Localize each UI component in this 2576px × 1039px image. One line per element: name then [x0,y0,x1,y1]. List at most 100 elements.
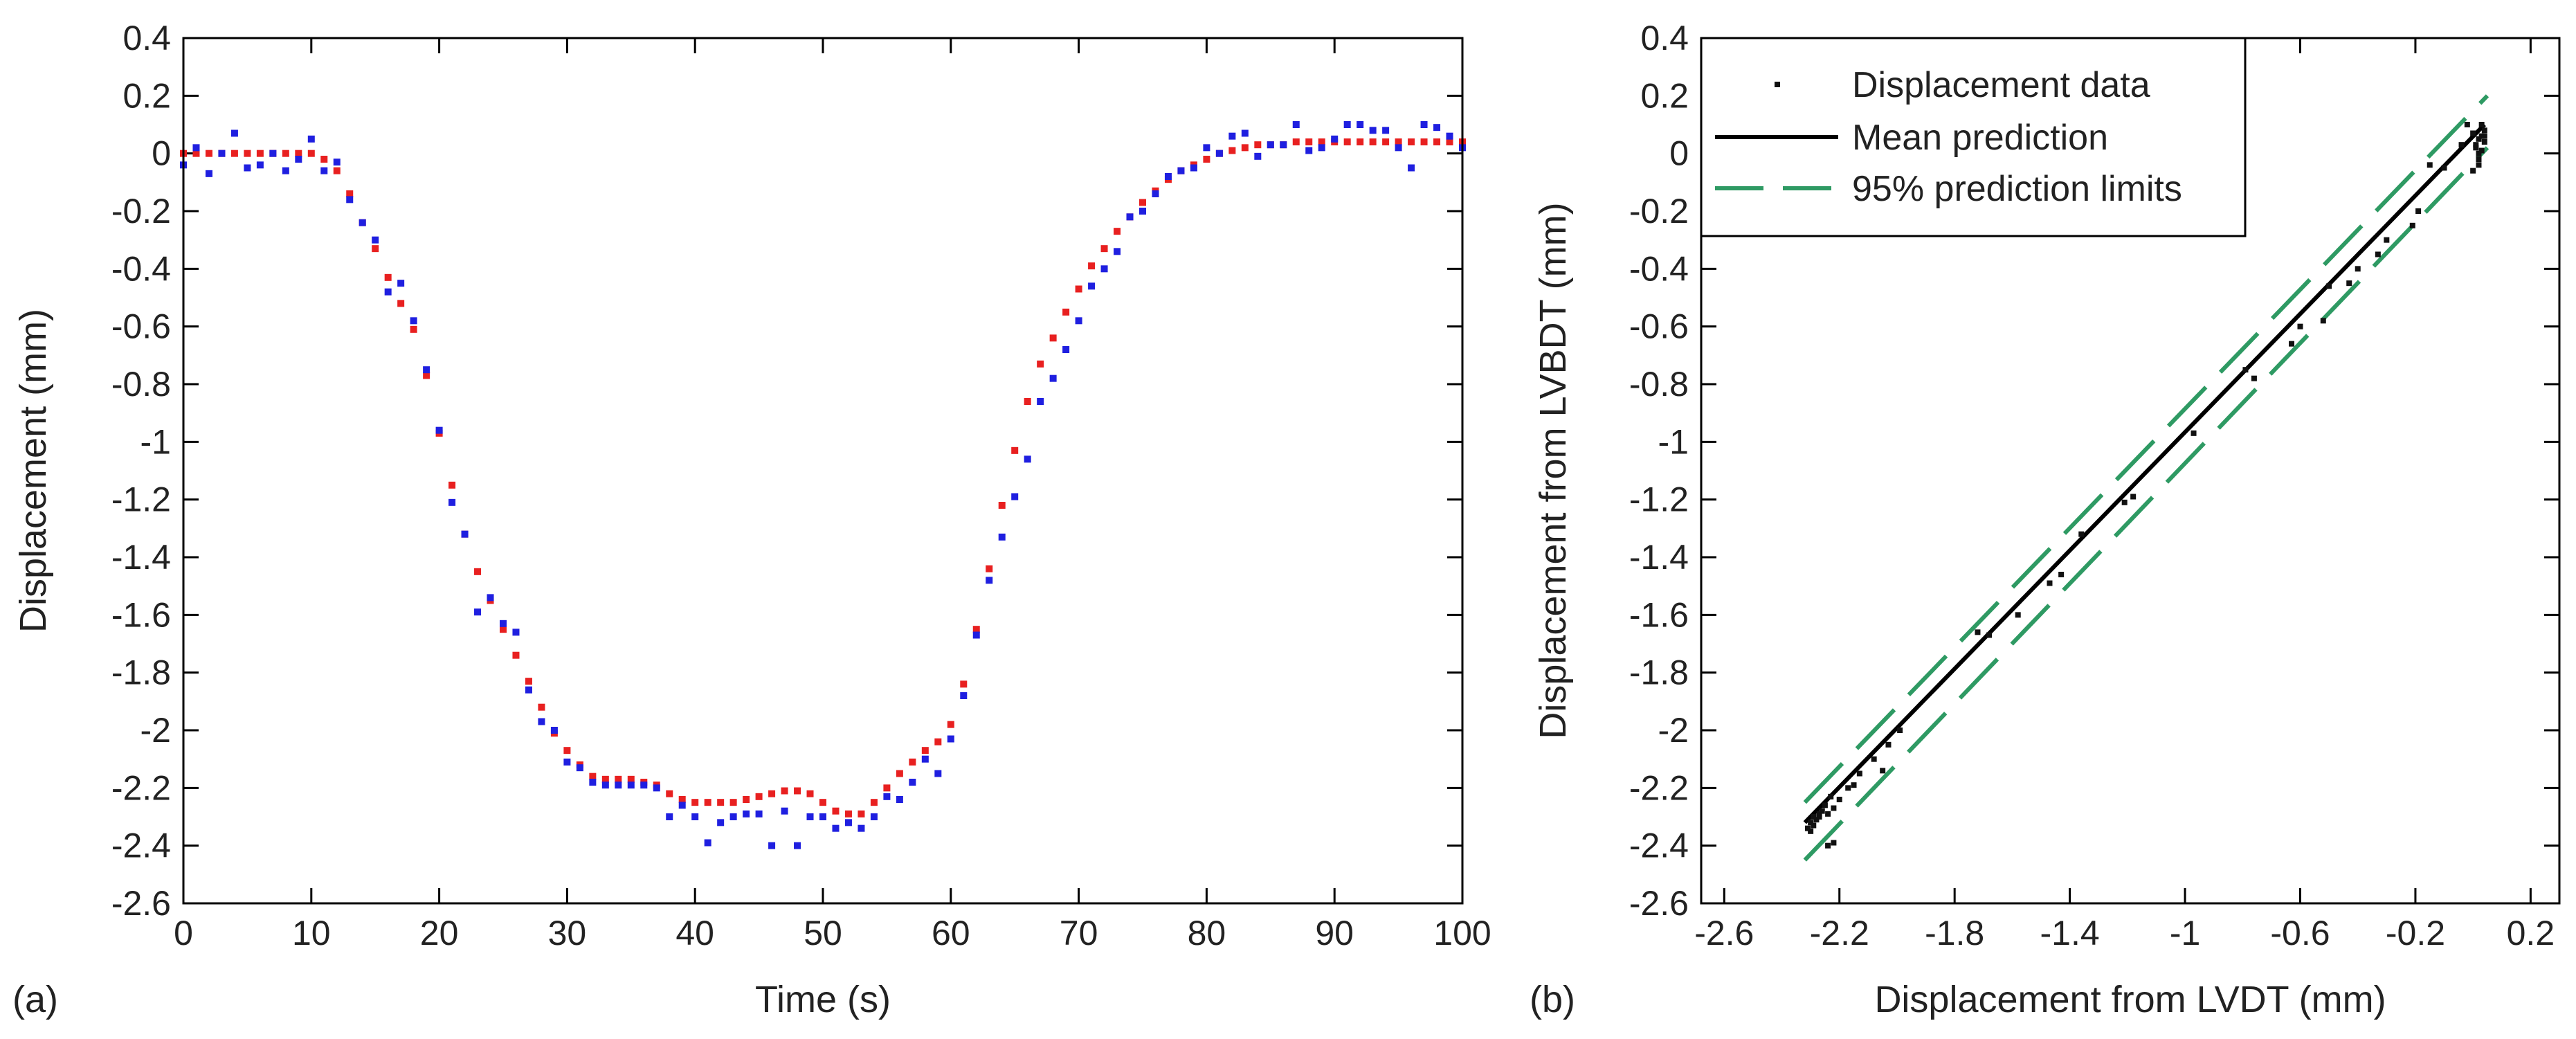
displacement-data-point [2384,237,2390,243]
blue-point [678,802,686,809]
displacement-data-point [1836,797,1842,802]
red-point [525,678,532,685]
displacement-data-point [2015,612,2021,618]
displacement-data-point [2409,222,2415,228]
panel-b-x-tick-label: -2.2 [1810,914,1869,952]
displacement-data-point [2130,494,2137,500]
panel-a-y-tick-label: -1.4 [111,538,171,577]
blue-point [435,426,443,434]
red-point [1369,138,1377,145]
blue-point [1292,121,1300,128]
blue-point [1228,132,1236,140]
displacement-data-point [2476,150,2482,156]
red-point [1382,138,1390,145]
panel-a-x-tick-label: 60 [932,914,970,952]
panel-b-legend: Displacement data Mean prediction 95% pr… [1700,37,2247,237]
displacement-data-point [2470,168,2476,174]
displacement-data-point [2427,162,2433,168]
red-point [1395,138,1402,145]
blue-point [1024,455,1031,463]
panel-b-chart: -2.6 -2.2 -1.8 -1.4 -1 -0.6 -0.2 0.2 0.4 0.2 0 -0.2… [1530,19,2561,1020]
blue-point [512,629,520,636]
blue-point [461,530,469,538]
blue-point [397,280,405,287]
displacement-data-point [1828,793,1834,799]
red-point [589,773,597,780]
blue-point [947,735,954,743]
panel-b-y-tick-label: -1.2 [1629,480,1689,519]
blue-point [372,236,379,244]
red-point [1446,138,1453,145]
panel-a-y-tick-label: 0.4 [123,19,171,57]
blue-point [1318,144,1325,152]
panel-a-y-tick-label: -1.6 [111,595,171,634]
blue-point [1280,141,1287,149]
red-point [397,300,405,307]
displacement-data-point [2464,122,2470,127]
displacement-data-point [2320,318,2326,324]
panel-b-axes: -2.6 -2.2 -1.8 -1.4 -1 -0.6 -0.2 0.2 0.4 0.2 0 -0.2… [1629,19,2559,952]
red-point [1254,141,1262,149]
mean-prediction-line [1803,123,2486,824]
panel-a-y-tick-label: -0.4 [111,249,171,288]
blue-point [1395,144,1402,152]
blue-point [410,317,417,325]
red-point [896,770,903,777]
red-point [934,738,942,746]
red-point [844,810,852,817]
red-point [717,799,725,806]
blue-point [346,196,354,204]
blue-point [1139,208,1146,215]
displacement-data-point [1811,822,1817,829]
blue-point [307,135,315,143]
blue-point [550,727,558,734]
panel-a-x-tick-label: 10 [292,914,331,952]
panel-a-x-tick-label: 90 [1315,914,1354,952]
displacement-data-point [1986,632,1993,638]
panel-b-x-tick-label: -2.6 [1694,914,1754,952]
panel-a-x-tick-label: 30 [548,914,587,952]
red-point [1343,138,1351,145]
red-point [1420,138,1428,145]
red-point [743,796,750,803]
displacement-data-point [1880,768,1886,774]
blue-point [1446,132,1453,140]
blue-point [832,824,840,832]
red-point [1408,138,1415,145]
blue-point [640,781,648,789]
red-point [1318,138,1325,145]
blue-point [192,144,200,152]
panel-a-x-axis-title: Time (s) [755,979,891,1020]
blue-point [1215,150,1223,157]
blue-point [1267,141,1274,149]
blue-point [755,810,763,817]
panel-b-y-tick-label: -0.6 [1629,307,1689,346]
blue-point [768,842,776,849]
displacement-data-point [2441,165,2447,171]
blue-point [1203,144,1210,152]
lower-prediction-limit-line [1803,146,2489,862]
blue-point [704,839,711,847]
blue-point [282,167,289,174]
blue-point [653,784,660,792]
red-point [832,807,840,815]
blue-point [729,813,737,820]
blue-point [1075,317,1082,325]
blue-point [691,813,699,820]
red-point [192,150,200,157]
displacement-data-point [1816,814,1822,820]
panel-b-x-tick-label: -1 [2170,914,2200,952]
panel-b-y-tick-label: -0.2 [1629,192,1689,231]
displacement-data-point [2476,136,2482,142]
displacement-data-point [1871,756,1877,762]
red-point [256,150,264,157]
red-point [1433,138,1441,145]
red-point [819,799,826,806]
blue-point [858,824,865,832]
blue-point [1254,152,1262,160]
red-point [666,790,673,797]
panel-a-x-tick-label: 80 [1188,914,1226,952]
red-point [384,273,392,281]
panel-b-x-tick-label: -1.4 [2040,914,2100,952]
